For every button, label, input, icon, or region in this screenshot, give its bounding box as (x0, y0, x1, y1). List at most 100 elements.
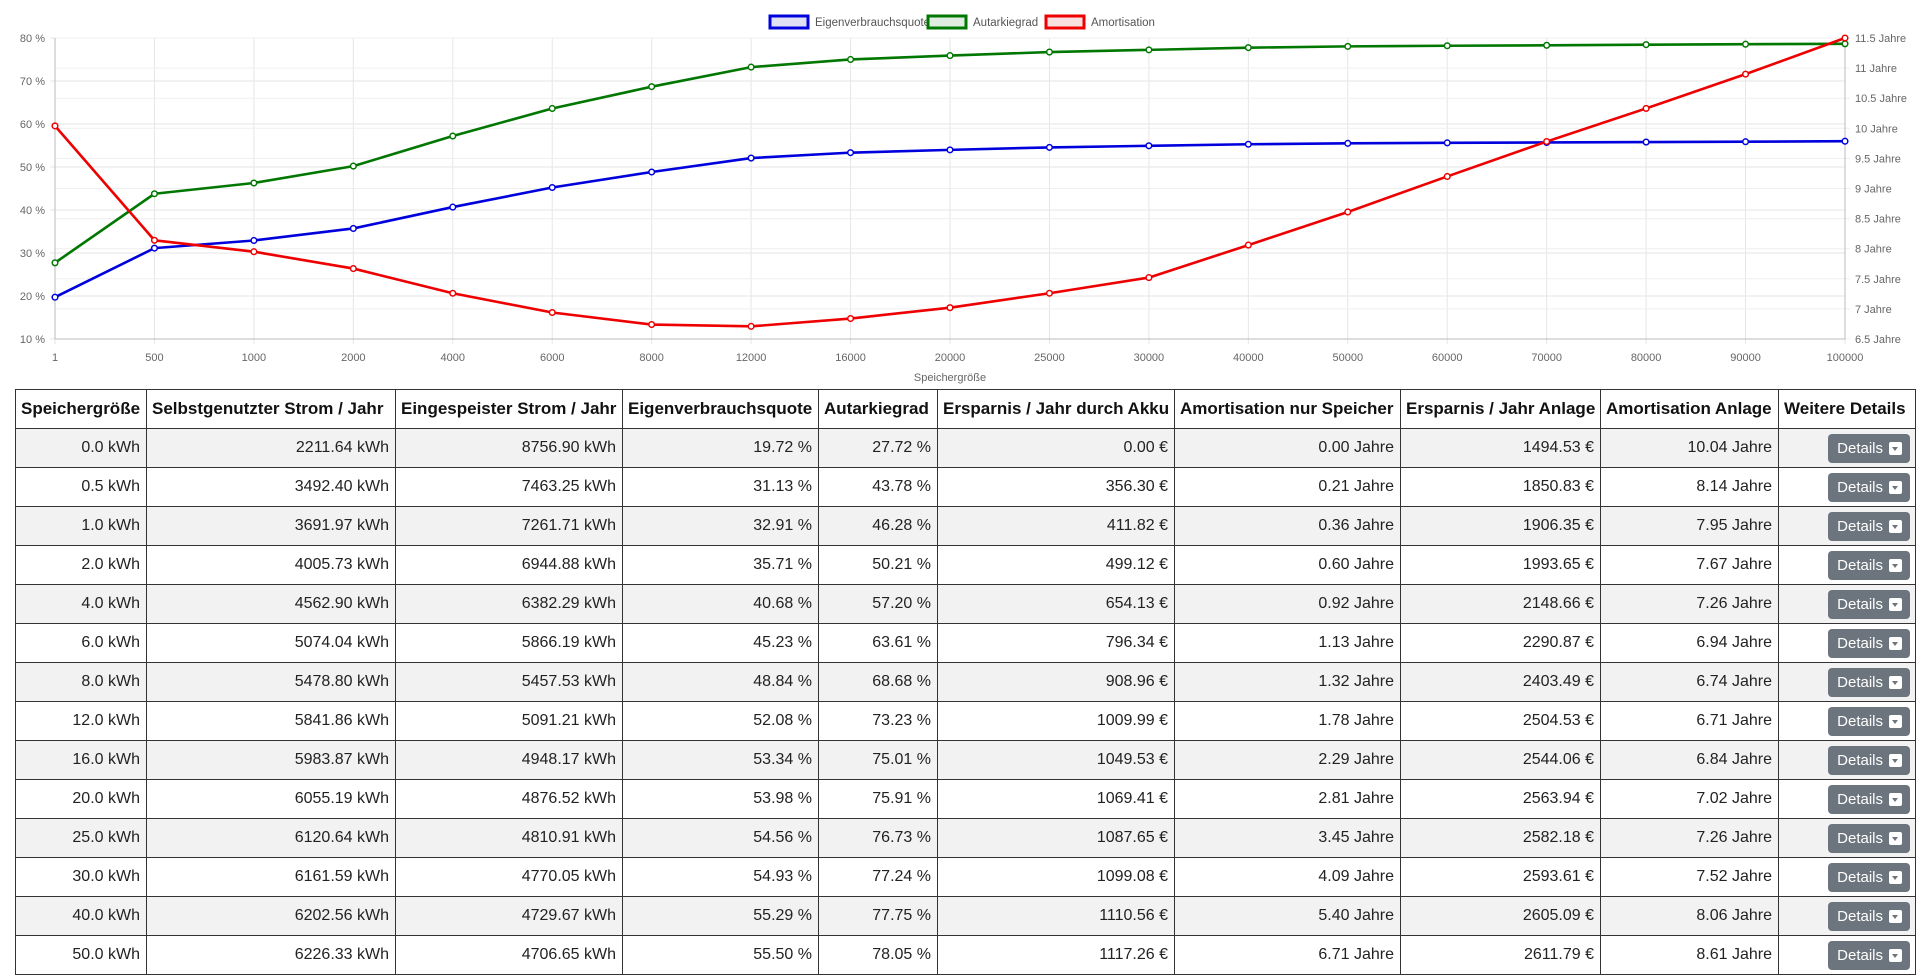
cell-details: Details (1778, 506, 1916, 546)
x-tick-label: 40000 (1233, 352, 1264, 364)
cell-ersparnis-anlage: 2403.49 € (1400, 662, 1601, 702)
data-point (150, 190, 158, 198)
cell-amortisation-anlage: 6.74 Jahre (1600, 662, 1779, 702)
y-right-tick-label: 11.5 Jahre (1855, 33, 1906, 45)
legend-swatch (926, 14, 968, 30)
cell-autarkiegrad: 63.61 % (818, 623, 938, 663)
details-button[interactable]: Details (1828, 433, 1910, 463)
cell-amortisation-speicher: 2.81 Jahre (1174, 779, 1401, 819)
cell-selbstgenutzt: 5074.04 kWh (146, 623, 396, 663)
details-button[interactable]: Details (1828, 550, 1910, 580)
header-amortisation-speicher[interactable]: Amortisation nur Speicher (1174, 389, 1401, 429)
table-row: 16.0 kWh 5983.87 kWh 4948.17 kWh 53.34 % 75.… (15, 740, 1916, 780)
cell-eigenverbrauchsquote: 32.91 % (622, 506, 819, 546)
data-point (1244, 140, 1252, 148)
y-left-tick-label: 50 % (20, 162, 45, 174)
details-button-label: Details (1837, 868, 1883, 886)
y-right-tick-label: 7.5 Jahre (1855, 274, 1901, 286)
cell-amortisation-speicher: 5.40 Jahre (1174, 896, 1401, 936)
details-button[interactable]: Details (1828, 706, 1910, 736)
cell-ersparnis-akku: 908.96 € (937, 662, 1175, 702)
details-button[interactable]: Details (1828, 667, 1910, 697)
cell-speichergroesse: 40.0 kWh (15, 896, 147, 936)
cell-autarkiegrad: 68.68 % (818, 662, 938, 702)
details-button[interactable]: Details (1828, 589, 1910, 619)
x-tick-label: 12000 (736, 352, 767, 364)
details-button[interactable]: Details (1828, 784, 1910, 814)
details-button[interactable]: Details (1828, 901, 1910, 931)
table-row: 20.0 kWh 6055.19 kWh 4876.52 kWh 53.98 % 75.… (15, 779, 1916, 819)
table-row: 4.0 kWh 4562.90 kWh 6382.29 kWh 40.68 % 57.2… (15, 584, 1916, 624)
cell-eingespeist: 6944.88 kWh (395, 545, 623, 585)
header-speichergroesse[interactable]: Speichergröße (15, 389, 147, 429)
details-button[interactable]: Details (1828, 940, 1910, 970)
x-tick-label: 20000 (935, 352, 966, 364)
cell-amortisation-speicher: 0.00 Jahre (1174, 428, 1401, 468)
y-left-tick-label: 40 % (20, 205, 45, 217)
cell-amortisation-speicher: 0.60 Jahre (1174, 545, 1401, 585)
data-point (1841, 34, 1849, 42)
data-point (1344, 208, 1352, 216)
details-button[interactable]: Details (1828, 862, 1910, 892)
table-row: 50.0 kWh 6226.33 kWh 4706.65 kWh 55.50 % 78.… (15, 935, 1916, 975)
details-button[interactable]: Details (1828, 472, 1910, 502)
details-button[interactable]: Details (1828, 823, 1910, 853)
data-point (1841, 137, 1849, 145)
x-tick-label: 8000 (639, 352, 663, 364)
table-row: 2.0 kWh 4005.73 kWh 6944.88 kWh 35.71 % 50.2… (15, 545, 1916, 585)
y-right-tick-label: 6.5 Jahre (1855, 334, 1901, 346)
header-autarkiegrad[interactable]: Autarkiegrad (818, 389, 938, 429)
cell-eingespeist: 5457.53 kWh (395, 662, 623, 702)
cell-eigenverbrauchsquote: 35.71 % (622, 545, 819, 585)
details-button-label: Details (1837, 907, 1883, 925)
details-button[interactable]: Details (1828, 628, 1910, 658)
y-left-tick-label: 80 % (20, 33, 45, 45)
cell-speichergroesse: 1.0 kWh (15, 506, 147, 546)
cell-details: Details (1778, 857, 1916, 897)
y-right-tick-label: 7 Jahre (1855, 304, 1892, 316)
results-table: Speichergröße Selbstgenutzter Strom / Ja… (15, 389, 1916, 975)
cell-speichergroesse: 25.0 kWh (15, 818, 147, 858)
x-tick-label: 6000 (540, 352, 564, 364)
header-amortisation-anlage[interactable]: Amortisation Anlage (1600, 389, 1779, 429)
cell-amortisation-anlage: 6.71 Jahre (1600, 701, 1779, 741)
cell-selbstgenutzt: 4562.90 kWh (146, 584, 396, 624)
data-point (946, 304, 954, 312)
x-tick-label: 90000 (1730, 352, 1761, 364)
table-row: 6.0 kWh 5074.04 kWh 5866.19 kWh 45.23 % 63.6… (15, 623, 1916, 663)
details-button[interactable]: Details (1828, 745, 1910, 775)
caret-down-icon (1889, 597, 1902, 611)
data-point (648, 321, 656, 329)
data-point (946, 146, 954, 154)
data-point (1742, 70, 1750, 78)
cell-eingespeist: 4770.05 kWh (395, 857, 623, 897)
y-left-tick-label: 20 % (20, 291, 45, 303)
y-right-tick-label: 10 Jahre (1855, 123, 1898, 135)
header-ersparnis-akku[interactable]: Ersparnis / Jahr durch Akku (937, 389, 1175, 429)
details-button-label: Details (1837, 946, 1883, 964)
line-chart: 80 % 70 % 60 % 50 % 40 % 30 % 20 % 10 % 11.5 Jah… (20, 14, 1907, 384)
cell-ersparnis-akku: 411.82 € (937, 506, 1175, 546)
table-header-row: Speichergröße Selbstgenutzter Strom / Ja… (15, 389, 1916, 429)
cell-ersparnis-anlage: 1850.83 € (1400, 467, 1601, 507)
caret-down-icon (1889, 480, 1902, 494)
details-button[interactable]: Details (1828, 511, 1910, 541)
data-point (747, 154, 755, 162)
x-tick-label: 50000 (1332, 352, 1363, 364)
cell-details: Details (1778, 428, 1916, 468)
results-table-container: Speichergröße Selbstgenutzter Strom / Ja… (15, 389, 1916, 975)
header-eigenverbrauchsquote[interactable]: Eigenverbrauchsquote (622, 389, 819, 429)
cell-ersparnis-akku: 1110.56 € (937, 896, 1175, 936)
table-body: 0.0 kWh 2211.64 kWh 8756.90 kWh 19.72 % 27.7… (15, 428, 1916, 975)
cell-eingespeist: 8756.90 kWh (395, 428, 623, 468)
header-ersparnis-anlage[interactable]: Ersparnis / Jahr Anlage (1400, 389, 1601, 429)
cell-details: Details (1778, 779, 1916, 819)
header-selbstgenutzter-strom[interactable]: Selbstgenutzter Strom / Jahr (146, 389, 396, 429)
data-point (648, 168, 656, 176)
cell-ersparnis-akku: 1117.26 € (937, 935, 1175, 975)
y-right-tick-label: 8.5 Jahre (1855, 214, 1901, 226)
cell-autarkiegrad: 43.78 % (818, 467, 938, 507)
cell-ersparnis-akku: 0.00 € (937, 428, 1175, 468)
header-eingespeister-strom[interactable]: Eingespeister Strom / Jahr (395, 389, 623, 429)
data-point (349, 265, 357, 273)
